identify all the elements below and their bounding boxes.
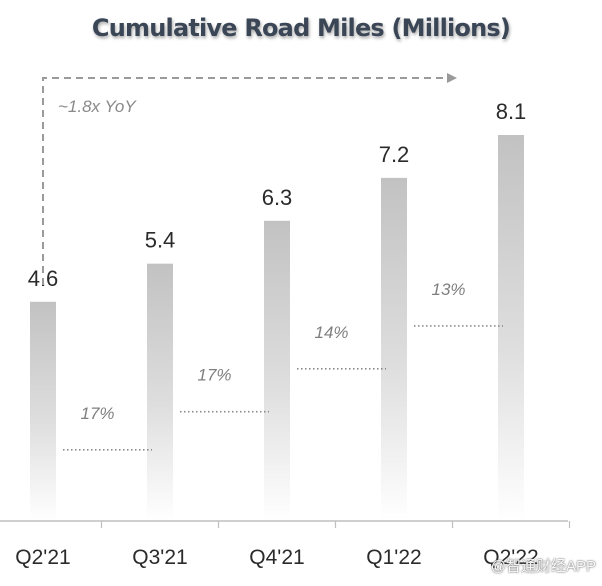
x-tick-label-4: Q1'22 bbox=[366, 546, 421, 569]
bars-layer bbox=[30, 135, 524, 521]
x-axis-ticks bbox=[100, 521, 571, 528]
growth-label-4: 13% bbox=[431, 280, 465, 299]
x-axis-tick-labels: Q2'21 Q3'21 Q4'21 Q1'22 Q2'22 bbox=[15, 546, 538, 569]
bar-2 bbox=[147, 263, 173, 521]
value-label-4: 7.2 bbox=[379, 142, 410, 167]
bar-5 bbox=[498, 135, 524, 521]
growth-labels-layer: 17% 17% 14% 13% bbox=[80, 280, 465, 423]
value-label-5: 8.1 bbox=[496, 99, 527, 124]
growth-label-3: 14% bbox=[314, 323, 348, 342]
bar-3 bbox=[264, 220, 290, 521]
chart-title: Cumulative Road Miles (Millions) bbox=[91, 14, 511, 42]
value-label-2: 5.4 bbox=[145, 228, 176, 253]
growth-label-2: 17% bbox=[197, 366, 231, 385]
watermark: @智通财经APP bbox=[490, 558, 596, 575]
x-tick-label-2: Q3'21 bbox=[132, 546, 187, 569]
growth-label-1: 17% bbox=[80, 404, 114, 423]
x-tick-label-3: Q4'21 bbox=[249, 546, 304, 569]
x-tick-label-5: Q2'22 bbox=[483, 546, 538, 569]
connectors-layer bbox=[63, 325, 503, 451]
yoy-growth-arrow bbox=[42, 73, 457, 285]
x-tick-label-1: Q2'21 bbox=[15, 546, 70, 569]
bar-4 bbox=[381, 177, 407, 521]
yoy-annotation: ~1.8x YoY bbox=[58, 97, 137, 116]
value-label-3: 6.3 bbox=[262, 185, 293, 210]
bar-1 bbox=[30, 301, 56, 521]
